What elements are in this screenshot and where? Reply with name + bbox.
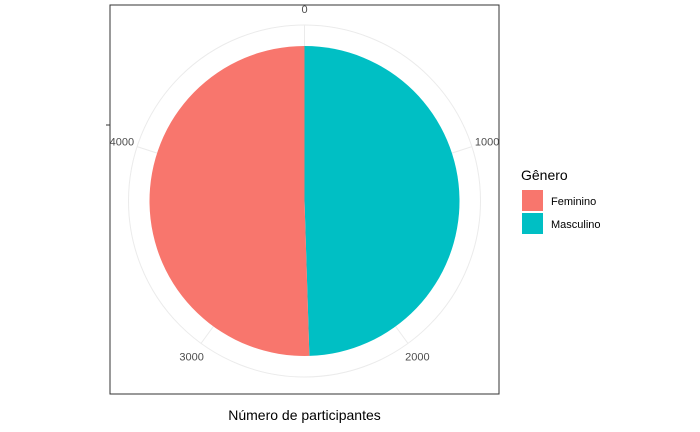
legend-label-feminino: Feminino (551, 196, 596, 208)
legend-key-masculino (522, 213, 543, 234)
legend-key-feminino (522, 190, 543, 211)
legend-title: Gênero (521, 167, 568, 183)
pie-slice-masculino (304, 46, 460, 356)
x-axis-title: Número de participantes (228, 407, 381, 423)
legend-label-masculino: Masculino (551, 219, 601, 231)
legend: Gênero Feminino Masculino (521, 167, 601, 234)
theta-tick-label: 4000 (110, 137, 134, 149)
theta-tick-label: 1000 (475, 137, 499, 149)
theta-tick-label: 3000 (179, 351, 203, 363)
slice-layer (149, 46, 460, 356)
theta-tick-label: 0 (301, 4, 307, 16)
panel-border (109, 4, 500, 395)
tick-layer: 0 1000 2000 3000 4000 (110, 4, 500, 363)
theta-tick-label: 2000 (405, 351, 429, 363)
pie-slice-feminino (149, 46, 310, 356)
legend-items: Feminino Masculino (522, 190, 601, 234)
